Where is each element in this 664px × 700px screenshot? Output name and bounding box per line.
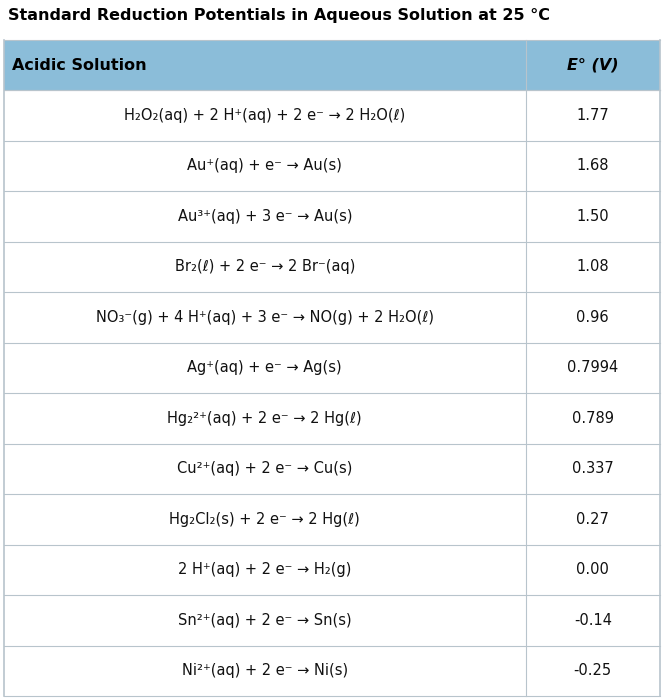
Text: 2 H⁺(aq) + 2 e⁻ → H₂(g): 2 H⁺(aq) + 2 e⁻ → H₂(g) [178, 562, 351, 578]
Text: 0.337: 0.337 [572, 461, 614, 476]
Bar [4, 90, 660, 141]
Bar [4, 545, 660, 595]
Text: 1.77: 1.77 [576, 108, 609, 122]
Text: 0.789: 0.789 [572, 411, 614, 426]
Text: Sn²⁺(aq) + 2 e⁻ → Sn(s): Sn²⁺(aq) + 2 e⁻ → Sn(s) [178, 612, 351, 628]
Text: Ni²⁺(aq) + 2 e⁻ → Ni(s): Ni²⁺(aq) + 2 e⁻ → Ni(s) [182, 664, 348, 678]
Text: Hg₂Cl₂(s) + 2 e⁻ → 2 Hg(ℓ): Hg₂Cl₂(s) + 2 e⁻ → 2 Hg(ℓ) [169, 512, 360, 526]
Bar [4, 393, 660, 444]
Bar [4, 645, 660, 696]
Text: Hg₂²⁺(aq) + 2 e⁻ → 2 Hg(ℓ): Hg₂²⁺(aq) + 2 e⁻ → 2 Hg(ℓ) [167, 411, 362, 426]
Bar [4, 241, 660, 292]
Text: H₂O₂(aq) + 2 H⁺(aq) + 2 e⁻ → 2 H₂O(ℓ): H₂O₂(aq) + 2 H⁺(aq) + 2 e⁻ → 2 H₂O(ℓ) [124, 108, 406, 122]
Text: -0.25: -0.25 [574, 664, 612, 678]
Text: 1.68: 1.68 [576, 158, 609, 174]
Text: Acidic Solution: Acidic Solution [12, 57, 147, 73]
Bar [4, 292, 660, 342]
Text: NO₃⁻(g) + 4 H⁺(aq) + 3 e⁻ → NO(g) + 2 H₂O(ℓ): NO₃⁻(g) + 4 H⁺(aq) + 3 e⁻ → NO(g) + 2 H₂… [96, 309, 434, 325]
Bar [4, 342, 660, 393]
Bar [4, 494, 660, 545]
Text: Au⁺(aq) + e⁻ → Au(s): Au⁺(aq) + e⁻ → Au(s) [187, 158, 342, 174]
Text: E° (V): E° (V) [567, 57, 619, 73]
Text: Br₂(ℓ) + 2 e⁻ → 2 Br⁻(aq): Br₂(ℓ) + 2 e⁻ → 2 Br⁻(aq) [175, 259, 355, 274]
Text: 0.00: 0.00 [576, 562, 609, 578]
Bar [4, 191, 660, 242]
Text: 0.27: 0.27 [576, 512, 609, 526]
Text: Au³⁺(aq) + 3 e⁻ → Au(s): Au³⁺(aq) + 3 e⁻ → Au(s) [177, 209, 352, 224]
Text: -0.14: -0.14 [574, 612, 612, 628]
Bar [4, 444, 660, 494]
Text: 0.7994: 0.7994 [567, 360, 618, 375]
Bar [4, 40, 660, 90]
Bar [4, 141, 660, 191]
Bar [4, 595, 660, 645]
Text: 0.96: 0.96 [576, 309, 609, 325]
Text: 1.50: 1.50 [576, 209, 609, 224]
Text: Standard Reduction Potentials in Aqueous Solution at 25 °C: Standard Reduction Potentials in Aqueous… [8, 8, 550, 23]
Text: Ag⁺(aq) + e⁻ → Ag(s): Ag⁺(aq) + e⁻ → Ag(s) [187, 360, 342, 375]
Text: Cu²⁺(aq) + 2 e⁻ → Cu(s): Cu²⁺(aq) + 2 e⁻ → Cu(s) [177, 461, 353, 476]
Text: 1.08: 1.08 [576, 259, 609, 274]
